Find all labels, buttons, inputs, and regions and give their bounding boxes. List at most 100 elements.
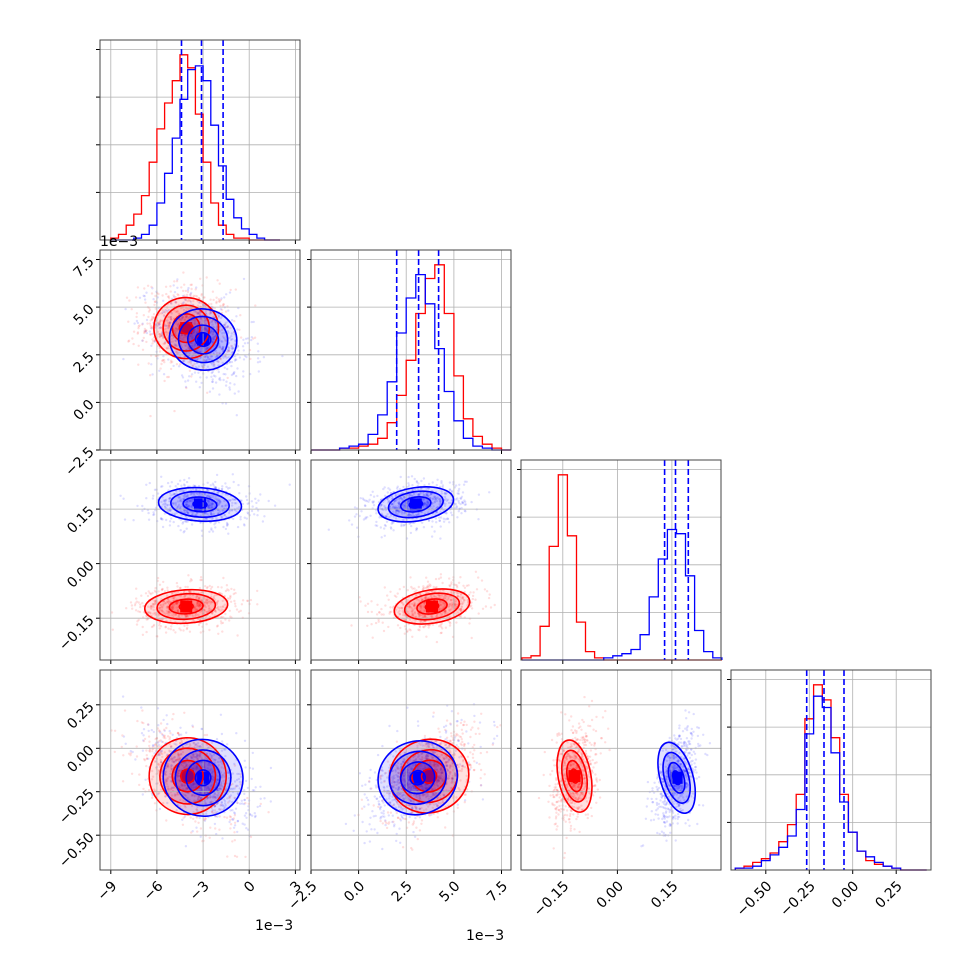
blue-sample-point [171,760,174,763]
blue-sample-point [152,298,155,301]
red-sample-point [132,342,135,346]
red-sample-point [197,601,200,604]
blue-sample-point [417,512,420,516]
blue-sample-point [436,496,439,499]
red-sample-point [410,607,413,610]
red-sample-point [411,635,414,638]
red-sample-point [400,601,404,604]
blue-sample-point [173,493,176,496]
red-sample-point [440,622,443,625]
blue-sample-point [398,500,401,503]
red-sample-point [437,609,440,612]
red-sample-point [172,775,175,778]
blue-sample-point [198,744,202,748]
blue-sample-point [163,773,167,776]
red-sample-point [149,324,152,327]
blue-sample-point [221,346,224,350]
blue-sample-point [228,499,232,502]
red-sample-point [403,632,406,635]
blue-sample-point [470,500,473,504]
blue-sample-point [152,513,155,517]
red-sample-point [172,614,175,617]
blue-sample-point [168,497,171,500]
red-sample-point [400,601,403,604]
red-sample-point [249,835,253,839]
blue-sample-point [392,529,395,532]
red-sample-point [153,589,157,592]
red-sample-point [403,618,406,621]
blue-sample-point [162,373,166,376]
red-sample-point [459,607,463,611]
blue-sample-point [161,734,165,737]
red-sample-point [413,612,417,615]
blue-sample-point [406,499,410,503]
red-sample-point [413,601,416,604]
blue-sample-point [217,511,220,515]
red-sample-point [431,596,434,599]
blue-sample-point [397,501,400,504]
red-sample-point [158,335,162,339]
red-sample-point [438,600,441,603]
blue-sample-point [224,482,227,485]
blue-sample-point [233,371,236,374]
red-sample-point [474,598,477,601]
red-sample-point [382,613,385,616]
blue-sample-point [147,518,151,521]
red-sample-point [210,600,214,603]
blue-sample-point [148,330,152,333]
red-sample-point [148,333,152,336]
red-sample-point [165,292,168,296]
red-sample-point [164,311,167,314]
red-sample-point [196,754,199,757]
red-sample-point [169,788,172,791]
red-sample-point [195,603,199,606]
red-sample-point [408,628,411,631]
red-sample-point [157,590,160,593]
red-sample-point [167,331,170,335]
red-sample-point [172,629,175,632]
red-sample-point [171,606,174,609]
red-sample-point [165,783,169,786]
blue-sample-point [198,492,201,495]
blue-sample-point [396,509,399,512]
blue-sample-point [200,788,203,792]
red-sample-point [173,280,176,283]
blue-sample-point [166,324,169,327]
blue-sample-point [392,521,395,524]
red-sample-point [194,756,197,759]
red-sample-point [448,608,451,611]
blue-sample-point [459,502,462,506]
blue-sample-point [215,473,219,477]
blue-sample-point [163,506,167,509]
blue-sample-point [384,506,388,510]
blue-sample-point [190,336,194,340]
red-sample-point [168,738,171,741]
red-sample-point [204,318,207,322]
blue-sample-point [444,502,447,505]
blue-sample-point [212,336,215,339]
red-sample-point [444,596,447,600]
red-sample-point [179,742,182,745]
red-sample-point [423,596,426,599]
blue-sample-point [188,351,191,354]
red-sample-point [168,749,171,752]
blue-sample-point [425,500,429,503]
blue-sample-point [192,484,195,487]
red-sample-point [192,787,196,790]
red-sample-point [206,329,209,332]
red-sample-point [425,591,428,594]
blue-sample-point [439,485,442,488]
blue-sample-point [212,512,215,516]
blue-sample-point [193,371,197,374]
blue-sample-point [224,493,228,496]
blue-sample-point [181,490,185,493]
red-sample-point [171,592,174,596]
blue-sample-point [178,499,182,502]
red-sample-point [196,601,199,604]
red-sample-point [184,765,188,768]
blue-sample-point [153,340,156,343]
red-sample-point [366,610,370,614]
red-sample-point [183,595,186,598]
red-sample-point [217,777,220,780]
blue-sample-point [150,728,153,732]
